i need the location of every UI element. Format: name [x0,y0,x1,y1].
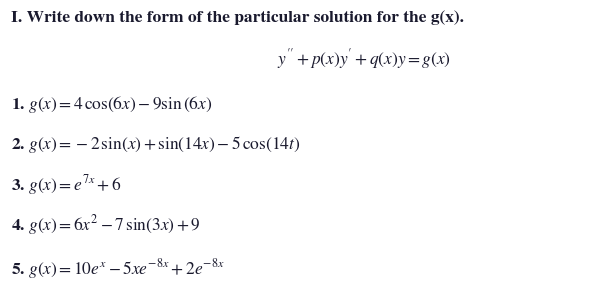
Text: I. Write down the form of the particular solution for the g(x).: I. Write down the form of the particular… [11,10,464,25]
Text: 4. $g(x) = 6x^{2} - 7\,\mathrm{sin}(3x) + 9$: 4. $g(x) = 6x^{2} - 7\,\mathrm{sin}(3x) … [11,213,200,237]
Text: 3. $g(x) = e^{7x} + 6$: 3. $g(x) = e^{7x} + 6$ [11,173,121,197]
Text: 2. $g(x) = -2\,\mathrm{sin}(x) + \mathrm{sin}(14x) - 5\,\mathrm{cos}(14t)$: 2. $g(x) = -2\,\mathrm{sin}(x) + \mathrm… [11,134,300,155]
Text: 1. $g(x) = 4\,\mathrm{cos}(6x) - 9\mathrm{sin}\,(6x)$: 1. $g(x) = 4\,\mathrm{cos}(6x) - 9\mathr… [11,94,212,115]
Text: $y^{\prime\prime} + p(x)y^{\prime} + q(x)y = g(x)$: $y^{\prime\prime} + p(x)y^{\prime} + q(x… [277,47,451,70]
Text: 5. $g(x) = 10e^{x} - 5xe^{-8x} + 2e^{-8x}$: 5. $g(x) = 10e^{x} - 5xe^{-8x} + 2e^{-8x… [11,257,225,281]
